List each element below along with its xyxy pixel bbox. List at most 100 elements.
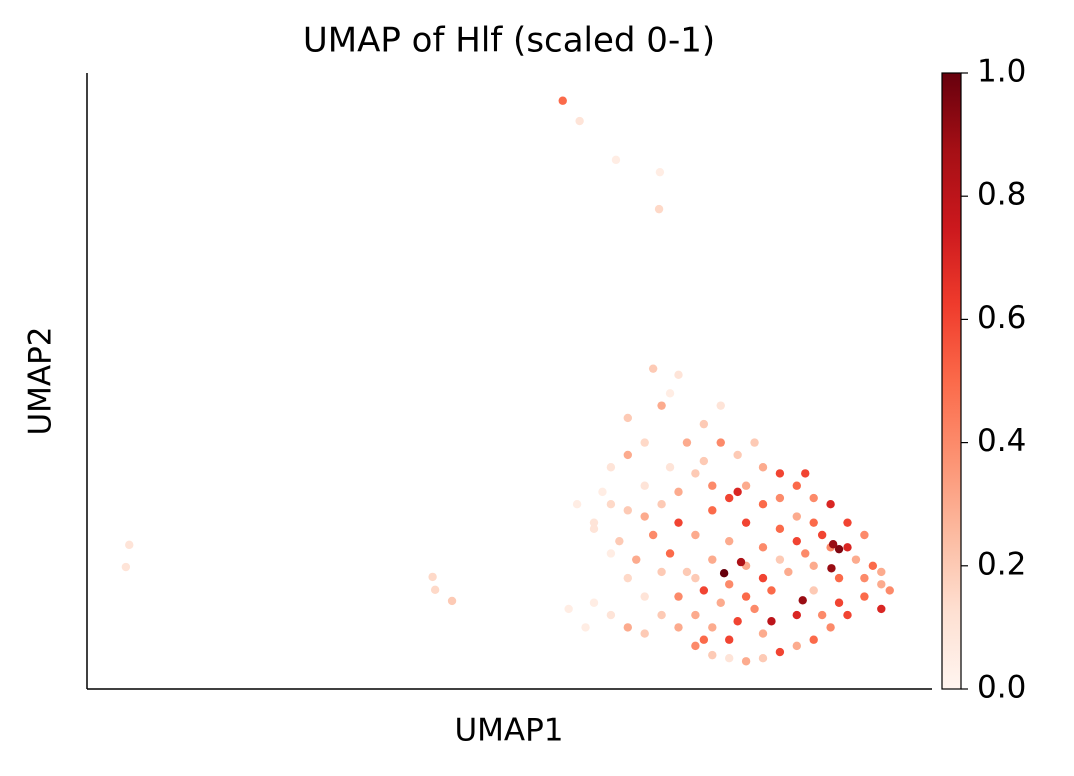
point xyxy=(851,555,861,564)
point xyxy=(640,438,649,447)
point xyxy=(827,564,836,573)
point xyxy=(428,572,437,582)
point xyxy=(699,586,709,595)
point xyxy=(733,450,742,460)
point xyxy=(691,573,700,583)
point xyxy=(767,617,776,626)
point xyxy=(657,500,666,509)
point xyxy=(623,413,632,423)
point xyxy=(741,481,751,490)
point xyxy=(691,610,700,620)
point xyxy=(733,487,742,497)
point xyxy=(877,567,886,577)
colorbar-tick-label: 1.0 xyxy=(977,54,1026,90)
point xyxy=(691,469,700,478)
point xyxy=(775,524,785,534)
point xyxy=(843,518,852,527)
point xyxy=(877,604,886,614)
x-axis-label: UMAP1 xyxy=(454,713,563,749)
point xyxy=(623,623,632,632)
point xyxy=(775,469,785,478)
point xyxy=(809,561,818,570)
point xyxy=(860,573,869,583)
point xyxy=(868,561,878,570)
point xyxy=(758,629,768,638)
colorbar-tick-label: 0.2 xyxy=(977,546,1026,582)
point xyxy=(640,481,649,490)
point xyxy=(741,657,751,666)
point xyxy=(589,598,599,607)
point xyxy=(809,493,818,503)
point xyxy=(674,370,683,380)
point xyxy=(708,506,717,515)
point xyxy=(798,596,807,605)
point xyxy=(775,493,785,503)
point xyxy=(736,557,746,567)
point xyxy=(575,116,584,126)
point xyxy=(809,635,818,644)
point xyxy=(674,518,683,527)
point xyxy=(801,469,810,478)
point xyxy=(430,585,440,595)
point xyxy=(828,540,838,549)
point xyxy=(640,629,649,638)
point xyxy=(725,493,734,503)
point xyxy=(719,568,729,578)
point xyxy=(606,610,616,620)
point xyxy=(792,536,801,546)
point xyxy=(558,96,567,105)
point xyxy=(741,518,751,527)
point xyxy=(750,438,759,447)
point xyxy=(792,610,801,620)
point xyxy=(708,481,717,490)
point xyxy=(674,487,683,497)
y-axis-label: UMAP2 xyxy=(23,326,59,435)
point xyxy=(623,450,632,460)
point xyxy=(606,463,616,472)
point xyxy=(792,641,801,651)
point xyxy=(826,623,835,632)
colorbar-tick-label: 0.6 xyxy=(977,300,1026,336)
point xyxy=(623,506,632,515)
point xyxy=(674,623,683,632)
point xyxy=(564,604,573,614)
point xyxy=(648,530,658,540)
point xyxy=(792,481,801,490)
point xyxy=(741,592,751,601)
point xyxy=(682,567,692,577)
point xyxy=(809,518,818,527)
point xyxy=(809,586,818,595)
point xyxy=(877,580,886,589)
point xyxy=(725,654,734,663)
colorbar-tick-label: 0.4 xyxy=(977,423,1026,459)
point xyxy=(640,592,649,601)
point xyxy=(758,543,768,552)
point xyxy=(572,500,582,509)
point xyxy=(657,610,666,620)
point xyxy=(598,487,607,497)
point xyxy=(665,389,675,398)
point xyxy=(708,623,717,632)
point xyxy=(615,536,624,546)
point xyxy=(725,536,734,546)
point xyxy=(767,586,776,595)
point xyxy=(826,500,835,509)
point xyxy=(699,456,709,466)
point xyxy=(125,540,134,550)
point xyxy=(758,654,768,663)
point xyxy=(792,512,801,521)
point xyxy=(716,438,725,447)
point xyxy=(834,573,844,583)
point xyxy=(708,555,717,564)
point xyxy=(834,598,844,607)
points xyxy=(121,96,894,666)
chart-title: UMAP of Hlf (scaled 0-1) xyxy=(303,21,715,61)
point xyxy=(716,401,725,410)
point xyxy=(758,463,768,472)
point xyxy=(648,364,658,373)
point xyxy=(733,617,742,626)
point xyxy=(611,155,621,165)
point xyxy=(447,596,457,606)
point xyxy=(817,610,827,620)
